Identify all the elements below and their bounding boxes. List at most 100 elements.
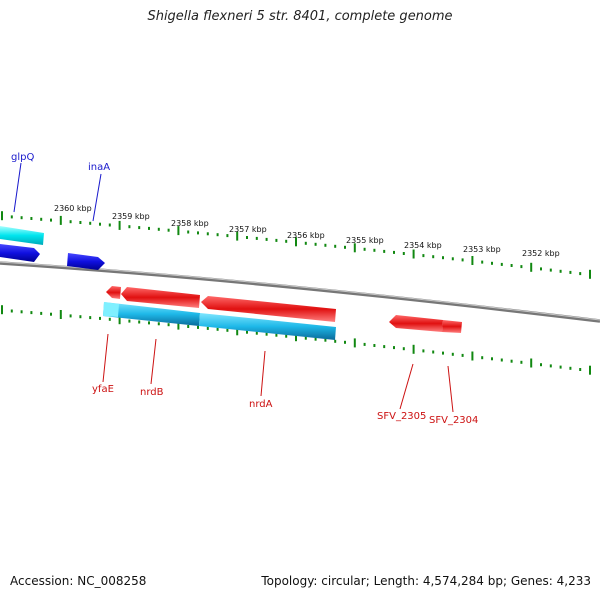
minor-tick: [40, 217, 43, 221]
gene-label-glpQ[interactable]: glpQ: [11, 152, 34, 163]
scale-label: 2353 kbp: [463, 245, 501, 254]
minor-tick: [402, 347, 405, 351]
leader-line-inaA: [92, 173, 102, 222]
minor-tick: [393, 250, 395, 254]
minor-tick: [304, 241, 307, 245]
minor-tick: [363, 342, 366, 346]
minor-tick: [285, 239, 288, 243]
genome-summary: Topology: circular; Length: 4,574,284 bp…: [261, 574, 591, 588]
minor-tick: [275, 333, 278, 337]
minor-tick: [324, 338, 327, 342]
minor-tick: [255, 236, 258, 240]
minor-tick: [99, 222, 101, 226]
minor-tick: [559, 365, 562, 369]
gene-SFV_2305[interactable]: [389, 315, 443, 332]
major-tick: [353, 243, 356, 253]
minor-tick: [79, 221, 82, 224]
minor-tick: [432, 350, 435, 354]
major-tick: [353, 338, 356, 348]
gene-glpQ[interactable]: [0, 244, 40, 262]
gene-label-inaA[interactable]: inaA: [88, 162, 110, 173]
minor-tick: [10, 309, 13, 313]
gene-glpQ-light[interactable]: [0, 226, 44, 245]
minor-tick: [285, 334, 288, 338]
leader-line-yfaE: [102, 333, 109, 383]
minor-tick: [30, 311, 33, 315]
minor-tick: [549, 268, 552, 272]
genome-backbone: [0, 261, 600, 323]
gene-nrdB-light[interactable]: [103, 302, 200, 326]
leader-line-SFV_2304: [447, 365, 454, 413]
minor-tick: [569, 270, 572, 274]
minor-tick: [373, 344, 376, 347]
minor-tick: [579, 272, 582, 276]
leader-line-nrdA: [260, 350, 266, 397]
gene-nrdA-light[interactable]: [199, 313, 336, 340]
gene-label-yfaE[interactable]: yfaE: [92, 384, 114, 395]
length-label: Length:: [373, 574, 420, 588]
minor-tick: [275, 238, 278, 242]
leader-line-nrdB: [150, 338, 157, 385]
minor-tick: [79, 315, 82, 319]
scale-label: 2352 kbp: [522, 249, 560, 258]
gene-nrdB[interactable]: [121, 287, 200, 308]
major-tick: [1, 305, 3, 315]
major-tick: [471, 351, 474, 361]
minor-tick: [10, 215, 13, 219]
major-tick: [118, 220, 121, 230]
minor-tick: [510, 359, 513, 363]
major-tick: [59, 310, 62, 319]
minor-tick: [451, 352, 454, 356]
minor-tick: [226, 328, 229, 332]
minor-tick: [373, 248, 376, 252]
minor-tick: [148, 226, 150, 230]
minor-tick: [383, 345, 386, 349]
length-value: 4,574,284 bp: [422, 574, 503, 588]
gene-label-SFV_2304[interactable]: SFV_2304: [429, 415, 478, 426]
gene-inaA[interactable]: [67, 253, 105, 270]
minor-tick: [20, 310, 23, 314]
minor-tick: [255, 331, 258, 335]
major-tick: [295, 237, 297, 247]
gene-label-SFV_2305[interactable]: SFV_2305: [377, 411, 426, 422]
major-tick: [530, 358, 533, 368]
minor-tick: [451, 257, 454, 261]
gene-yfaE-light[interactable]: [103, 302, 119, 317]
gene-label-nrdB[interactable]: nrdB: [140, 387, 164, 398]
minor-tick: [89, 221, 92, 225]
gene-yfaE[interactable]: [106, 286, 121, 299]
minor-tick: [50, 312, 52, 316]
minor-tick: [138, 226, 141, 230]
minor-tick: [216, 233, 219, 237]
major-tick: [177, 320, 180, 330]
minor-tick: [383, 249, 386, 253]
genes-value: 4,233: [556, 574, 591, 588]
major-tick: [471, 256, 474, 265]
minor-tick: [40, 311, 43, 315]
minor-tick: [138, 320, 141, 324]
topology-value: circular: [321, 574, 366, 588]
major-tick: [236, 326, 239, 336]
minor-tick: [481, 260, 484, 264]
scale-label: 2355 kbp: [346, 236, 384, 245]
scale-label: 2356 kbp: [287, 231, 325, 240]
scale-label: 2360 kbp: [54, 204, 92, 213]
major-tick: [295, 332, 297, 342]
major-tick: [589, 365, 591, 375]
minor-tick: [226, 234, 229, 238]
gene-nrdA[interactable]: [201, 296, 336, 322]
gene-label-nrdA[interactable]: nrdA: [249, 399, 273, 410]
gene-SFV_2304[interactable]: [442, 320, 462, 333]
minor-tick: [442, 256, 444, 260]
minor-tick: [540, 363, 542, 367]
minor-tick: [108, 223, 111, 227]
major-tick: [530, 262, 533, 272]
major-tick: [1, 211, 3, 221]
major-tick: [236, 231, 239, 241]
minor-tick: [314, 242, 317, 246]
minor-tick: [197, 231, 199, 235]
scale-label: 2359 kbp: [112, 212, 150, 221]
minor-tick: [108, 317, 111, 321]
minor-tick: [334, 244, 337, 248]
